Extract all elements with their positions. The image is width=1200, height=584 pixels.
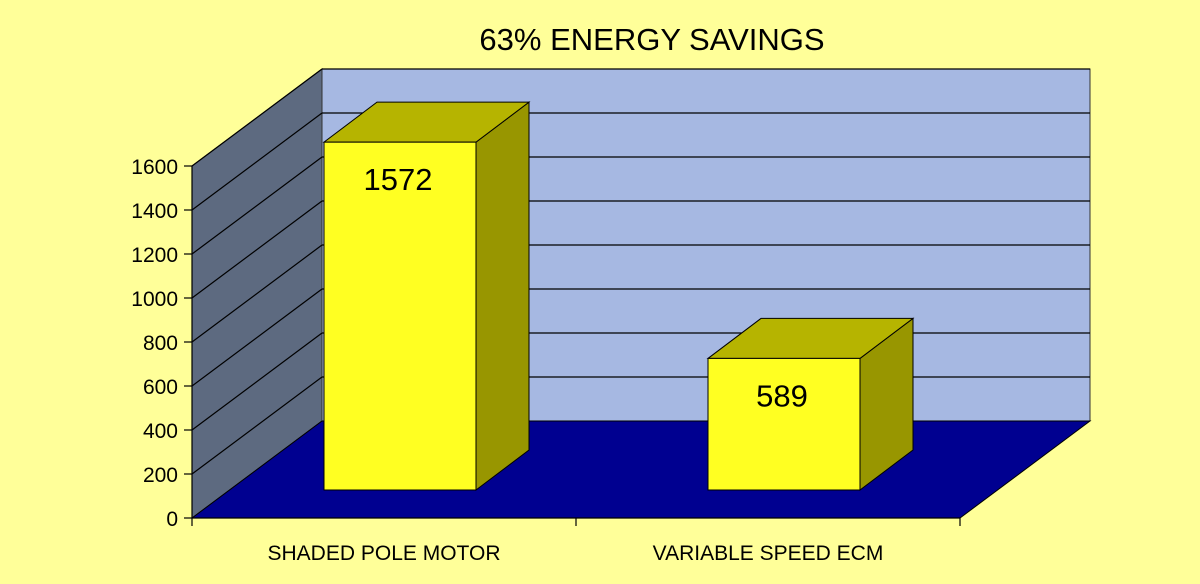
bar-side <box>475 101 530 492</box>
gridline-side <box>191 200 323 299</box>
x-axis: SHADED POLE MOTOR VARIABLE SPEED ECM <box>191 517 961 565</box>
y-tick-label: 1000 <box>131 288 178 311</box>
x-category-label: SHADED POLE MOTOR <box>268 542 501 565</box>
bar-front <box>323 141 477 491</box>
gridline-side <box>191 376 323 475</box>
bar: 1572 <box>322 101 531 492</box>
gridline-side <box>191 156 323 255</box>
y-tick-label: 200 <box>143 464 178 487</box>
y-tick-label: 400 <box>143 420 178 443</box>
y-tick-label: 1400 <box>131 200 178 223</box>
bar-data-label: 589 <box>756 378 808 413</box>
bar-data-label: 1572 <box>364 162 433 197</box>
gridline-side <box>191 244 323 343</box>
chart-title: 63% ENERGY SAVINGS <box>479 22 824 57</box>
y-tick-label: 0 <box>166 508 178 531</box>
y-tick-label: 1600 <box>131 156 178 179</box>
y-axis: 0 200 400 600 800 1000 1200 1400 1600 <box>131 156 193 531</box>
x-category-label: VARIABLE SPEED ECM <box>653 542 884 565</box>
bar: 589 <box>706 317 915 492</box>
gridline-side <box>191 68 323 167</box>
bar-front <box>707 357 861 491</box>
y-tick-label: 1200 <box>131 244 178 267</box>
gridline-side <box>191 112 323 211</box>
gridline-side <box>191 288 323 387</box>
bars: 1572 589 <box>322 101 915 492</box>
y-tick-label: 800 <box>143 332 178 355</box>
y-tick-label: 600 <box>143 376 178 399</box>
gridline-side <box>191 332 323 431</box>
